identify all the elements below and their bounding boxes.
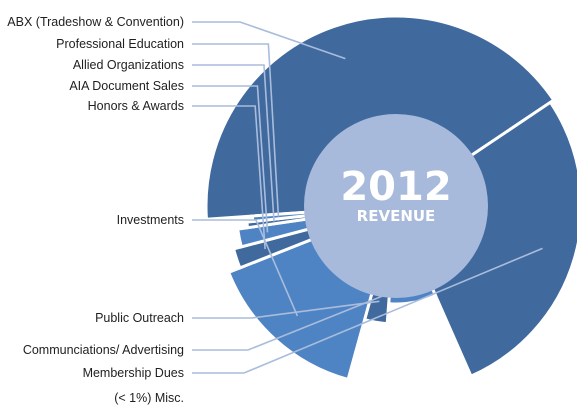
- leader-line-6: [192, 105, 266, 250]
- slice-label-4: Public Outreach: [95, 311, 184, 325]
- slice-label-3: Communciations/ Advertising: [23, 343, 184, 357]
- center-year: 2012: [340, 164, 451, 210]
- leader-line-1: [192, 21, 346, 60]
- slice-label-6: Honors & Awards: [88, 99, 184, 113]
- slice-label-1: ABX (Tradeshow & Convention): [7, 15, 184, 29]
- leader-line-9: [192, 43, 280, 217]
- leader-line-2: [192, 247, 543, 374]
- leader-lines: [192, 21, 543, 374]
- misc-label: (< 1%) Misc.: [114, 391, 184, 405]
- slice-label-9: Professional Education: [56, 37, 184, 51]
- leader-line-4: [192, 300, 380, 319]
- slice-labels: ABX (Tradeshow & Convention) Membership D…: [7, 15, 184, 380]
- slice-label-2: Membership Dues: [83, 366, 184, 380]
- leader-line-7: [192, 85, 269, 233]
- pie-slice-2: [394, 100, 577, 379]
- slice-label-8: Allied Organizations: [73, 58, 184, 72]
- slice-label-5: Investments: [117, 213, 184, 227]
- slice-label-7: AIA Document Sales: [69, 79, 184, 93]
- leader-line-8: [192, 64, 275, 222]
- center-disk: [304, 114, 488, 298]
- center-subtitle: REVENUE: [357, 207, 436, 225]
- leader-line-3: [192, 284, 410, 351]
- leader-line-5: [192, 219, 299, 317]
